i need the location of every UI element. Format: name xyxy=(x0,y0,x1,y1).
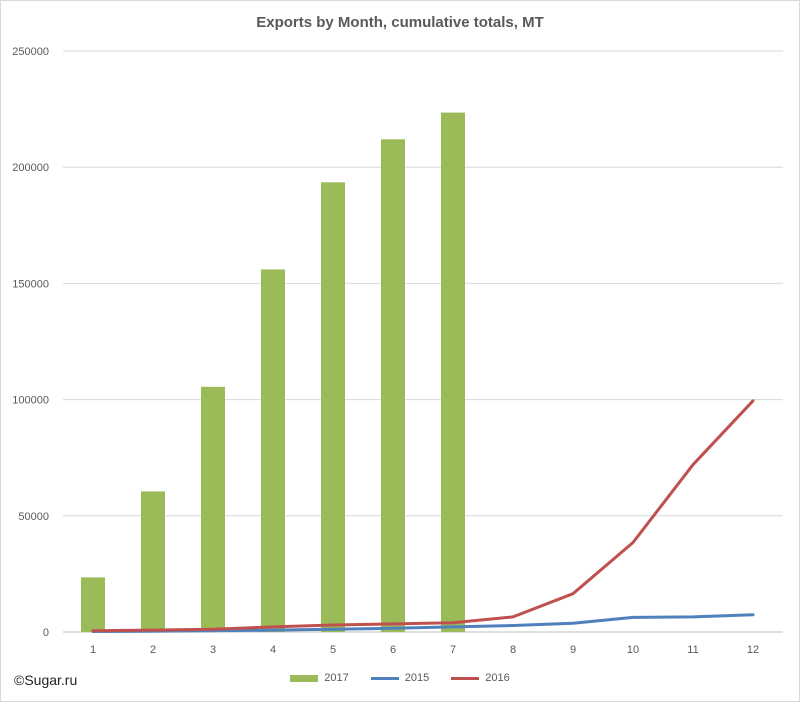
bar-2017-4 xyxy=(261,269,285,632)
x-tick-label: 2 xyxy=(150,644,156,656)
bar-2017-7 xyxy=(441,112,465,632)
line-series-2016 xyxy=(91,399,755,633)
x-tick-label: 9 xyxy=(570,644,576,656)
x-tick-label: 11 xyxy=(687,644,698,656)
legend-label: 2016 xyxy=(485,672,510,684)
y-tick-label: 50000 xyxy=(18,511,49,523)
chart-title: Exports by Month, cumulative totals, MT xyxy=(256,14,544,31)
x-tick-label: 4 xyxy=(270,644,276,656)
x-tick-label: 7 xyxy=(450,644,456,656)
y-tick-label: 200000 xyxy=(12,162,49,174)
legend: 2017 2015 2016 xyxy=(0,672,800,684)
legend-label: 2015 xyxy=(404,672,430,684)
x-tick-label: 5 xyxy=(330,644,336,656)
legend-item-2015: 2015 xyxy=(370,672,430,684)
x-tick-label: 3 xyxy=(210,644,216,656)
legend-item-2017: 2017 xyxy=(290,672,349,684)
bar-2017-5 xyxy=(321,182,345,632)
x-tick-label: 12 xyxy=(747,644,759,656)
x-tick-label: 6 xyxy=(390,644,396,656)
x-tick-label: 8 xyxy=(510,644,516,656)
x-tick-label: 1 xyxy=(90,644,96,656)
legend-item-2016: 2016 xyxy=(451,672,510,684)
legend-swatch xyxy=(290,674,319,682)
x-tick-label: 10 xyxy=(627,644,639,656)
y-tick-label: 250000 xyxy=(12,46,49,58)
y-tick-label: 150000 xyxy=(12,278,49,290)
bar-2017-3 xyxy=(201,386,225,632)
bar-2017-1 xyxy=(81,577,105,632)
bar-2017-6 xyxy=(381,139,405,632)
y-tick-label: 0 xyxy=(43,627,49,639)
watermark: ©Sugar.ru xyxy=(14,672,78,688)
legend-label: 2017 xyxy=(324,672,349,684)
legend-swatch xyxy=(451,676,480,680)
line-series-2015 xyxy=(91,613,755,633)
legend-swatch xyxy=(370,676,399,680)
bar-2017-2 xyxy=(141,491,165,632)
y-tick-label: 100000 xyxy=(12,395,49,407)
